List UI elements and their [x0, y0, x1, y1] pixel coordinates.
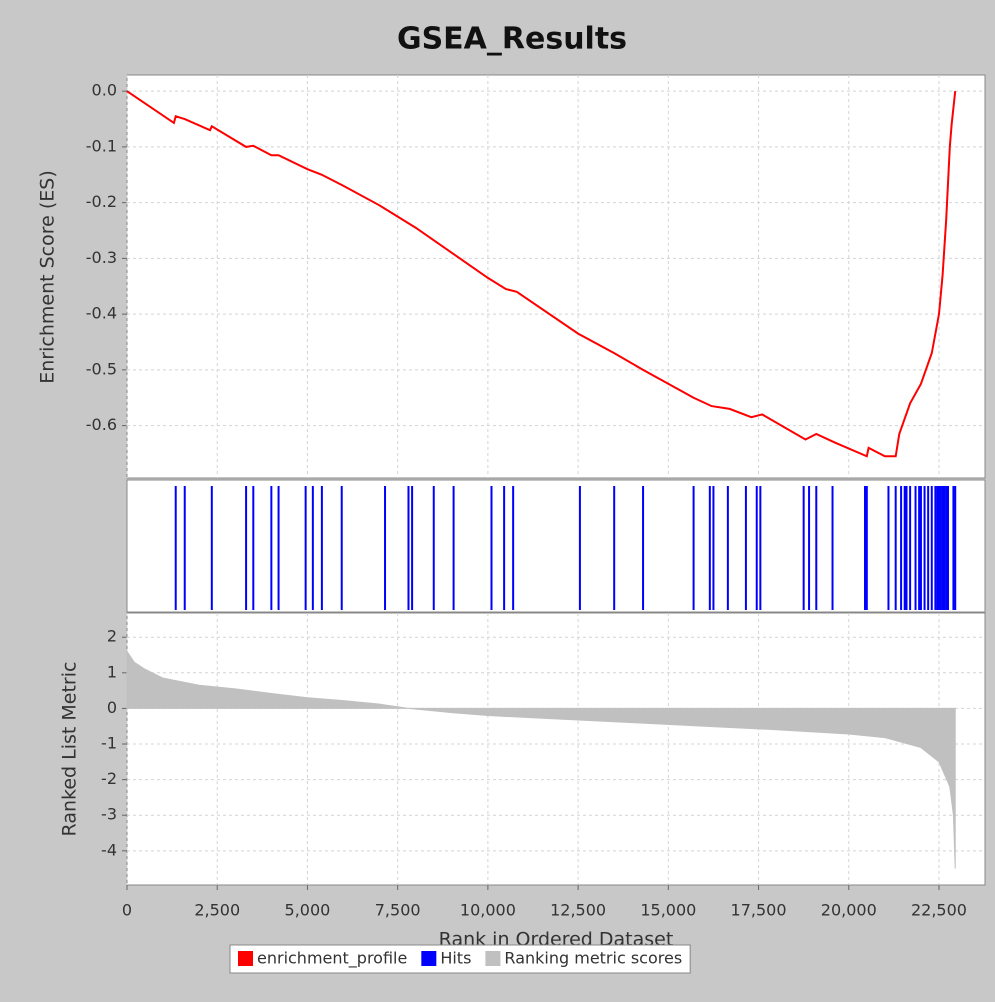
es-line	[126, 90, 957, 458]
y-tick-label: 1	[107, 662, 117, 681]
legend-label: enrichment_profile	[257, 949, 407, 969]
x-tick-label: 7,500	[375, 901, 421, 920]
plot-area	[126, 74, 986, 479]
y-tick-label: -0.3	[86, 248, 117, 267]
y-axis-label: Enrichment Score (ES)	[37, 170, 59, 384]
y-tick-label: -0.6	[86, 415, 117, 434]
y-tick-label: -3	[101, 805, 117, 824]
y-tick-label: -0.4	[86, 304, 117, 323]
legend-swatch	[485, 951, 501, 966]
chart-title: GSEA_Results	[397, 22, 627, 57]
y-tick-label: 2	[107, 627, 117, 646]
metric-area	[126, 649, 956, 869]
x-tick-label: 0	[122, 901, 132, 920]
x-tick-label: 5,000	[285, 901, 331, 920]
x-tick-label: 20,000	[821, 901, 877, 920]
y-tick-label: -4	[101, 840, 117, 859]
y-tick-label: -0.1	[86, 136, 117, 155]
x-tick-label: 17,500	[731, 901, 787, 920]
legend-label: Hits	[440, 949, 471, 968]
y-tick-label: 0.0	[92, 81, 117, 100]
legend-swatch	[421, 951, 437, 966]
x-tick-label: 10,000	[460, 901, 516, 920]
x-tick-label: 2,500	[194, 901, 240, 920]
plot-area	[126, 612, 986, 886]
y-tick-label: -0.5	[86, 359, 117, 378]
y-tick-label: 0	[107, 698, 117, 717]
plot-area	[126, 479, 986, 613]
y-tick-label: -0.2	[86, 192, 117, 211]
legend	[229, 944, 691, 974]
legend-swatch	[238, 951, 253, 966]
y-axis-label: Ranked List Metric	[59, 662, 81, 837]
legend-label: Ranking metric scores	[504, 949, 682, 968]
y-tick-label: -1	[101, 734, 117, 753]
x-tick-label: 15,000	[640, 901, 696, 920]
y-tick-label: -2	[101, 769, 117, 788]
x-tick-label: 22,500	[911, 901, 967, 920]
x-tick-label: 12,500	[550, 901, 606, 920]
